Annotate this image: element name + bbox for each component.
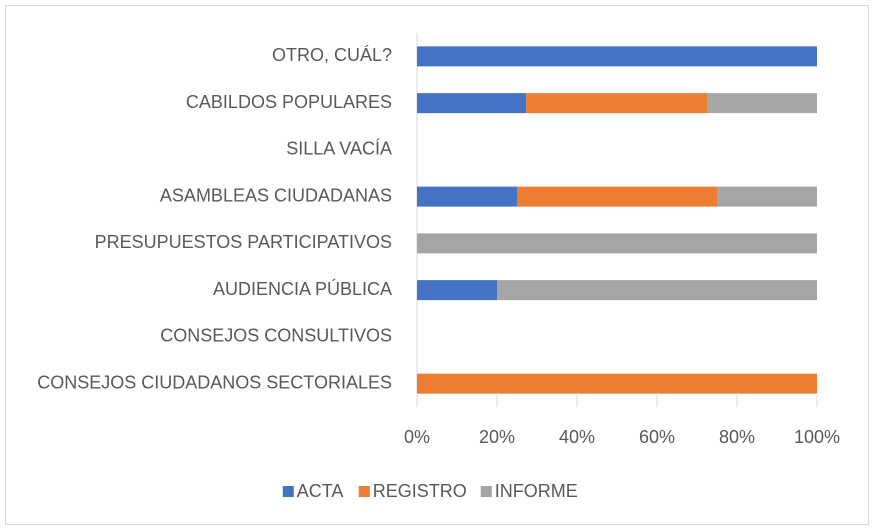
y-tick-label: AUDIENCIA PÚBLICA xyxy=(213,278,392,299)
bar-segment xyxy=(417,93,527,114)
y-tick-label: SILLA VACÍA xyxy=(286,139,392,159)
bar-segment xyxy=(417,46,817,67)
legend-swatch xyxy=(358,486,370,497)
legend-swatch xyxy=(282,486,294,497)
y-tick-label: CABILDOS POPULARES xyxy=(186,92,392,112)
chart-border xyxy=(5,5,869,525)
x-tick-label: 80% xyxy=(719,427,755,447)
x-tick-label: 20% xyxy=(479,427,515,447)
legend-label: ACTA xyxy=(297,481,344,501)
y-tick-label: PRESUPUESTOS PARTICIPATIVOS xyxy=(95,232,392,252)
y-tick-label: ASAMBLEAS CIUDADANAS xyxy=(160,185,392,205)
y-tick-label: CONSEJOS CIUDADANOS SECTORIALES xyxy=(37,372,392,392)
bar-segment xyxy=(707,93,817,114)
bar-segment xyxy=(717,186,817,207)
legend-label: REGISTRO xyxy=(373,481,467,501)
legend-swatch xyxy=(480,486,492,497)
bar-segment xyxy=(497,280,817,301)
x-tick-label: 40% xyxy=(559,427,595,447)
x-tick-label: 0% xyxy=(404,427,430,447)
legend-label: INFORME xyxy=(495,481,578,501)
y-tick-label: OTRO, CUÁL? xyxy=(272,45,392,65)
bar-segment xyxy=(517,186,717,207)
x-tick-label: 100% xyxy=(794,427,840,447)
bar-segment xyxy=(526,93,708,114)
x-tick-label: 60% xyxy=(639,427,675,447)
bar-segment xyxy=(417,186,517,207)
bar-segment xyxy=(417,373,817,394)
bar-segment xyxy=(417,233,817,254)
y-tick-label: CONSEJOS CONSULTIVOS xyxy=(160,326,392,346)
bar-segment xyxy=(417,280,497,301)
